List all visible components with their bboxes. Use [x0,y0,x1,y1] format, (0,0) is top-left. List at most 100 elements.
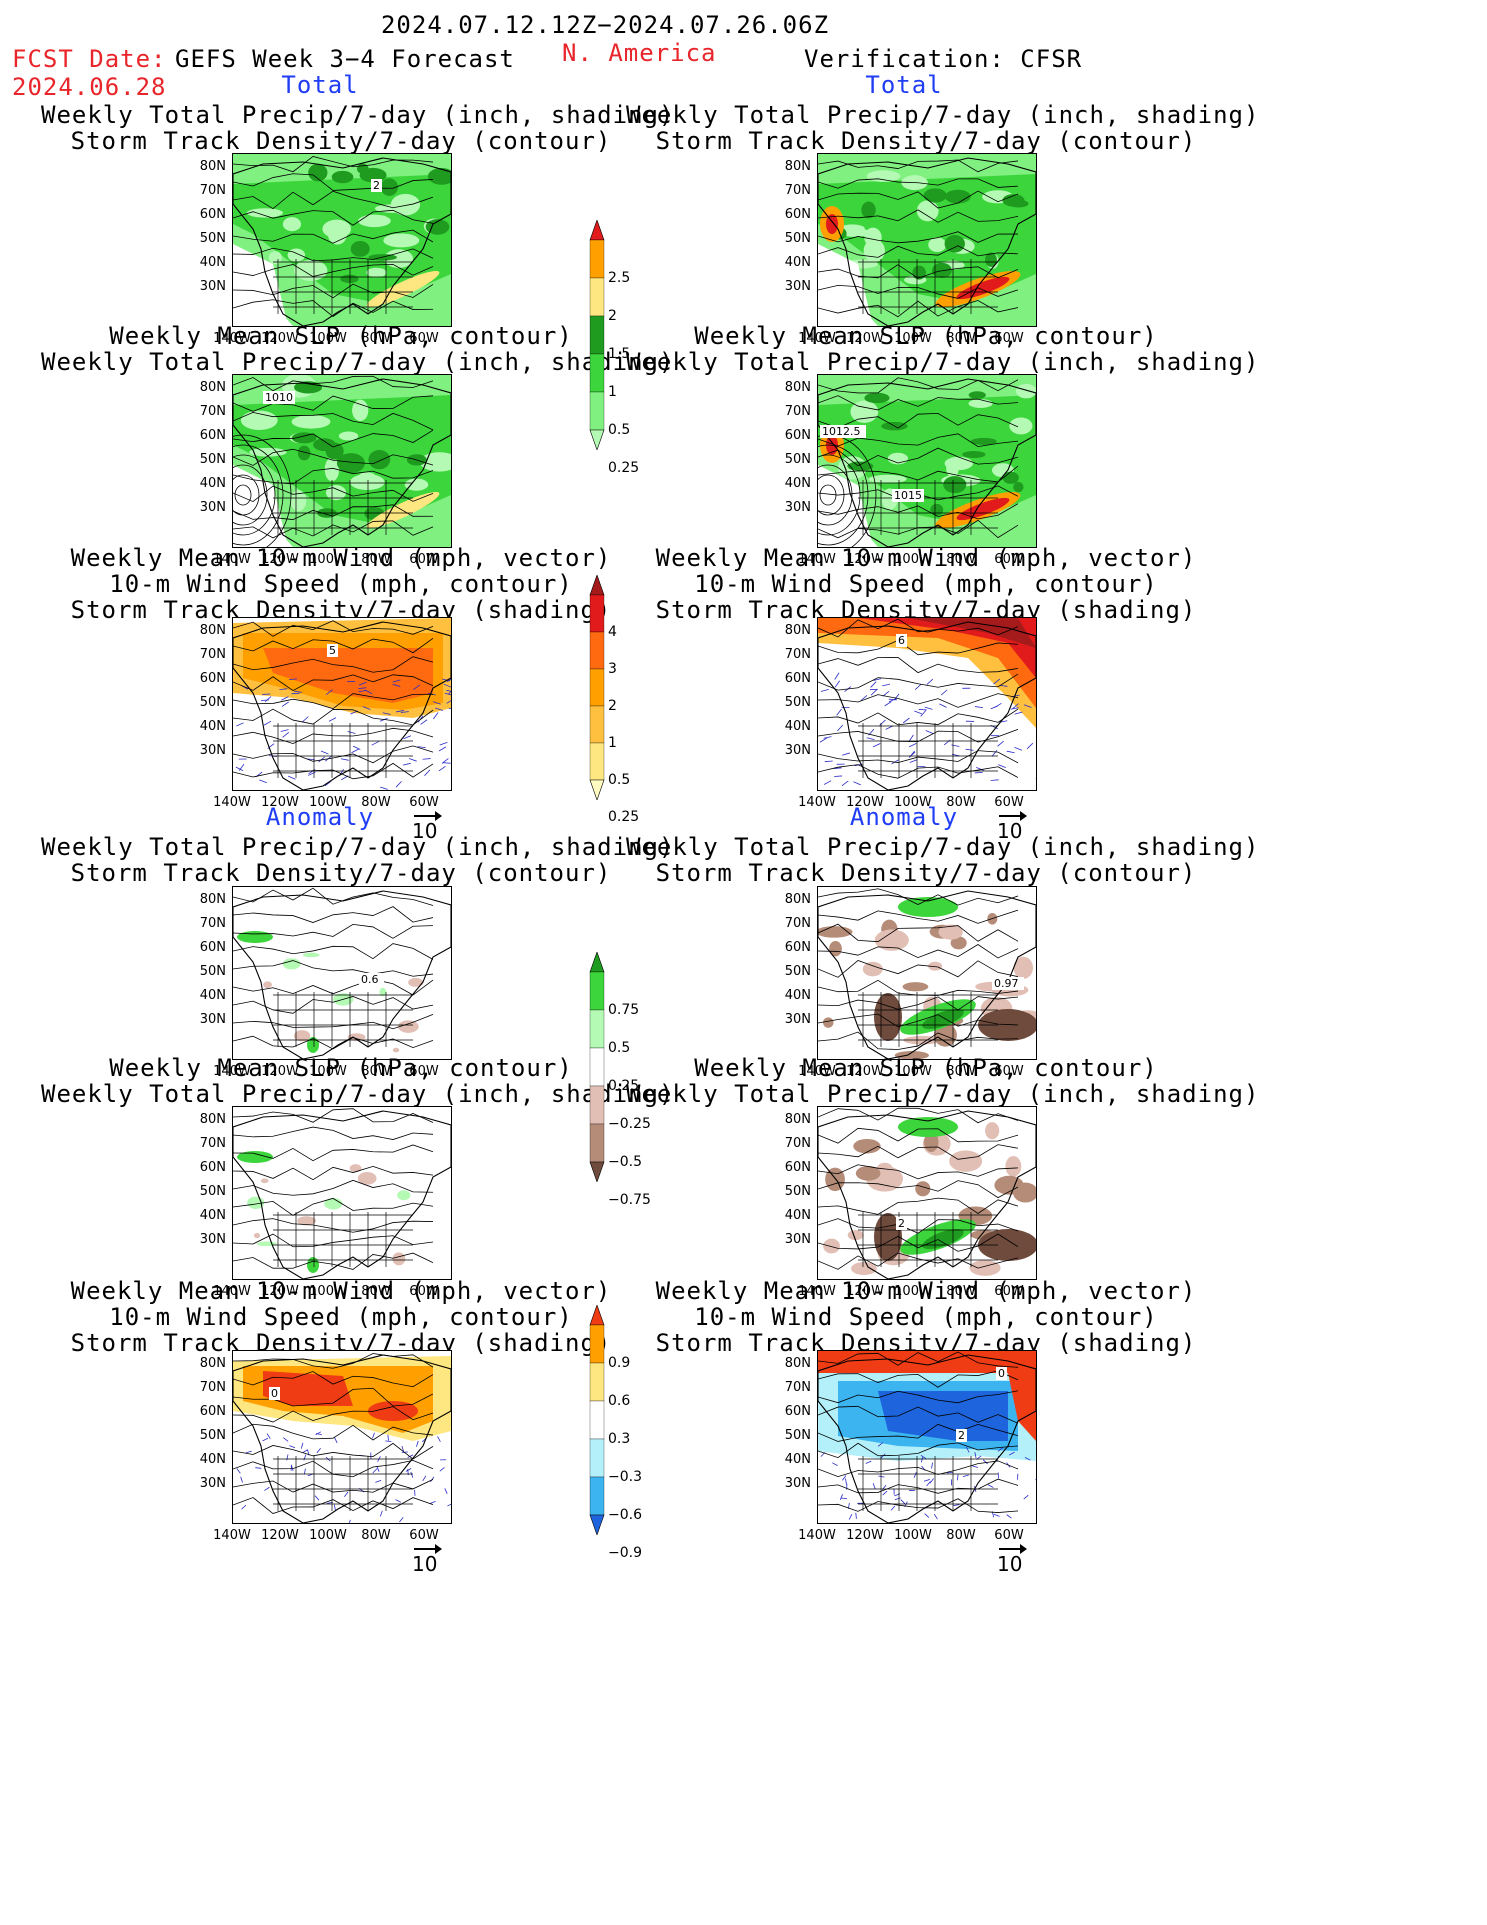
lat-tick-label: 40N [199,476,226,491]
lat-tick-label: 60N [784,428,811,443]
panel-title-line: Weekly Total Precip/7-day (inch, shading… [41,348,675,376]
lat-tick-label: 70N [784,1380,811,1395]
vector-reference: 10 [412,1544,442,1576]
map-t-r-1 [817,153,1037,327]
lat-tick-label: 70N [784,916,811,931]
model-title: GEFS Week 3−4 Forecast [175,45,515,73]
lon-tick-label: 100W [894,331,932,346]
colorbar-tick-label: 0.5 [608,772,631,788]
map-t-l-1: 2 [232,153,452,327]
lon-tick-label: 100W [894,552,932,567]
lat-tick-label: 50N [784,1428,811,1443]
lat-tick-label: 40N [784,255,811,270]
map-canvas: 6 [818,618,1036,790]
panel-title-line: Weekly Mean SLP (hPa, contour) [109,322,573,350]
lat-tick-label: 30N [199,500,226,515]
panel-title-line: Weekly Total Precip/7-day (inch, shading… [626,833,1260,861]
colorbar-tick-label: 1.5 [608,346,631,362]
lon-tick-label: 60W [409,795,439,810]
map-a-l-3: 0 [232,1350,452,1524]
panel-title-line: Weekly Total Precip/7-day (inch, shading… [626,1080,1260,1108]
lat-tick-label: 80N [784,1356,811,1371]
panel-title-t-l-3: Weekly Mean 10-m Wind (mph, vector) 10-m … [41,545,641,623]
panel-title-line: Storm Track Density/7-day (contour) [655,859,1197,887]
colorbar-tick-label: 4 [608,624,617,640]
panel-title-t-r-3: Weekly Mean 10-m Wind (mph, vector) 10-m … [626,545,1226,623]
colorbar-segment [589,1047,605,1087]
lat-tick-label: 80N [784,159,811,174]
lat-tick-label: 80N [784,1112,811,1127]
panel-title-line: Weekly Mean 10-m Wind (mph, vector) [655,1277,1197,1305]
lon-tick-label: 120W [846,795,884,810]
colorbar-tick-label: 2 [608,698,617,714]
colorbar-segment [589,594,605,633]
vector-reference: 10 [412,811,442,843]
contour-label: 1012.5 [822,425,861,438]
colorbar-anom_storm [589,1305,605,1535]
lat-tick-label: 30N [199,1012,226,1027]
panel-title-t-r-1: Weekly Total Precip/7-day (inch, shading… [626,101,1260,154]
lon-tick-label: 140W [213,552,251,567]
lon-tick-label: 120W [261,795,299,810]
lon-tick-label: 60W [994,1528,1024,1543]
section-anomaly-left: Anomaly [265,803,375,831]
lat-tick-label: 30N [784,1232,811,1247]
vector-arrow-icon [999,811,1027,821]
panel-title-line: Weekly Mean SLP (hPa, contour) [694,1054,1158,1082]
lon-tick-label: 60W [409,1284,439,1299]
lat-tick-label: 80N [199,380,226,395]
lat-tick-label: 60N [784,671,811,686]
lat-tick-label: 30N [784,279,811,294]
lon-tick-label: 120W [846,331,884,346]
contour-label-bg [820,425,866,438]
lat-tick-label: 50N [784,1184,811,1199]
panel-title-line: Weekly Total Precip/7-day (inch, shading… [626,101,1260,129]
colorbar-segment [589,1009,605,1049]
colorbar-total_precip [589,220,605,450]
lon-tick-label: 80W [361,795,391,810]
lat-tick-label: 40N [784,1208,811,1223]
panel-title-line: Storm Track Density/7-day (contour) [70,859,612,887]
lat-tick-label: 50N [199,452,226,467]
vector-reference-label: 10 [412,1552,438,1576]
lat-tick-label: 40N [784,988,811,1003]
colorbar-segment [589,239,605,279]
lon-tick-label: 100W [309,795,347,810]
lat-tick-label: 80N [199,1356,226,1371]
colorbar-segment [589,1400,605,1440]
colorbar-anom_precip [589,952,605,1182]
lon-tick-label: 140W [213,331,251,346]
lon-tick-label: 120W [846,1284,884,1299]
lat-tick-label: 50N [784,452,811,467]
lat-tick-label: 60N [784,207,811,222]
contour-label-bg [263,391,295,404]
lon-tick-label: 60W [994,1284,1024,1299]
colorbar-tick-label: −0.6 [608,1507,642,1523]
lon-tick-label: 80W [946,331,976,346]
panel-title-line: Weekly Total Precip/7-day (inch, shading… [41,1080,675,1108]
colorbar-bottom-arrow [589,429,605,450]
fcst-date-value: 2024.06.28 [12,73,167,101]
lat-tick-label: 30N [784,1476,811,1491]
vector-arrow-icon [999,1544,1027,1554]
lat-tick-label: 50N [199,231,226,246]
contour-label-bg [996,1367,1007,1380]
lat-tick-label: 60N [199,428,226,443]
lon-tick-label: 80W [946,1528,976,1543]
colorbar-tick-label: 0.6 [608,1393,631,1409]
colorbar-tick-label: 2.5 [608,270,631,286]
lon-tick-label: 60W [994,331,1024,346]
section-total-right: Total [865,71,943,99]
lat-tick-label: 60N [784,940,811,955]
vector-reference-label: 10 [412,819,438,843]
colorbar-bottom-arrow [589,779,605,800]
colorbar-tick-label: −0.25 [608,1116,651,1132]
panel-title-line: Weekly Mean 10-m Wind (mph, vector) [655,544,1197,572]
colorbar-segment [589,668,605,707]
arrow-head [435,811,442,821]
lon-tick-label: 100W [894,1284,932,1299]
colorbar-tick-label: −0.75 [608,1192,651,1208]
contour-label: 2 [373,179,380,192]
lon-tick-label: 60W [409,331,439,346]
lat-tick-label: 40N [784,719,811,734]
